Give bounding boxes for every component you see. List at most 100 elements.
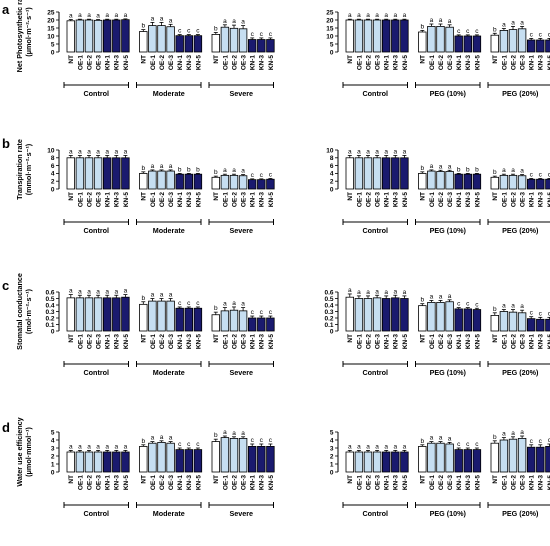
significance-letter: b <box>420 297 424 304</box>
significance-letter: c <box>178 28 182 35</box>
bar-moderate-kn-1 <box>175 449 184 473</box>
bar-peg-10--kn-5 <box>472 449 482 473</box>
group-label: Control <box>83 226 109 235</box>
bar-control-kn-5 <box>121 451 130 473</box>
bar-control-oe-2 <box>363 19 373 53</box>
bar-peg-20--nt <box>490 176 499 190</box>
category-label: OE-2 <box>510 475 517 491</box>
bar-peg-10--nt <box>418 305 427 332</box>
bar-moderate-oe-3 <box>166 300 175 332</box>
category-label: KN-3 <box>259 192 266 208</box>
category-label: OE-1 <box>222 334 229 350</box>
significance-letter: c <box>457 301 461 308</box>
significance-letter: a <box>69 148 73 155</box>
bar-control-oe-2 <box>84 157 94 190</box>
bar-moderate-oe-2 <box>157 300 166 332</box>
category-label: KN-5 <box>123 192 130 208</box>
category-label: NT <box>141 55 148 64</box>
category-label: OE-3 <box>447 55 454 71</box>
category-label: OE-3 <box>447 475 454 491</box>
bar-control-oe-1 <box>354 298 364 332</box>
significance-letter: c <box>539 310 543 317</box>
category-label: NT <box>347 475 354 484</box>
bar-moderate-oe-1 <box>148 300 157 332</box>
significance-letter: a <box>78 148 82 155</box>
y-tick-label: 0.1 <box>45 322 54 329</box>
significance-letter: a <box>124 288 128 295</box>
significance-letter: a <box>105 288 109 295</box>
bar-control-kn-5 <box>121 296 130 332</box>
category-label: KN-1 <box>529 334 536 350</box>
bar-control-nt <box>66 157 75 190</box>
significance-letter: a <box>502 21 506 28</box>
category-label: OE-2 <box>159 475 166 491</box>
significance-letter: a <box>375 288 379 295</box>
significance-letter: a <box>430 163 434 170</box>
category-label: OE-1 <box>429 334 436 350</box>
bar-peg-20--kn-1 <box>527 446 536 473</box>
bar-control-oe-1 <box>75 297 85 332</box>
category-label: KN-1 <box>250 192 257 208</box>
bar-peg-10--nt <box>418 445 427 473</box>
category-label: KN-1 <box>177 192 184 208</box>
significance-letter: a <box>151 15 155 22</box>
y-tick-label: 6 <box>330 163 334 170</box>
significance-letter: c <box>530 171 534 178</box>
y-tick-label: 3 <box>51 445 55 452</box>
group-label: Severe <box>229 368 253 377</box>
significance-letter: a <box>511 430 515 437</box>
category-label: NT <box>213 475 220 484</box>
category-label: KN-1 <box>384 192 391 208</box>
bar-control-oe-2 <box>84 297 94 332</box>
bar-peg-10--kn-1 <box>454 308 463 332</box>
significance-letter: a <box>78 443 82 450</box>
category-label: OE-1 <box>77 192 84 208</box>
bar-peg-10--nt <box>418 172 427 190</box>
significance-letter: a <box>384 12 388 19</box>
y-axis-label: Water use efficiency(μmol·mmol⁻¹) <box>15 417 33 486</box>
significance-letter: b <box>178 166 182 173</box>
significance-letter: a <box>520 429 524 436</box>
category-label: KN-3 <box>538 192 545 208</box>
significance-letter: a <box>223 18 227 25</box>
category-label: OE-3 <box>168 192 175 208</box>
group-label: PEG (10%) <box>430 226 467 235</box>
bar-control-kn-5 <box>400 19 409 53</box>
category-label: OE-3 <box>520 55 527 71</box>
group-label: PEG (10%) <box>430 509 467 518</box>
bar-severe-oe-1 <box>220 174 230 190</box>
significance-letter: a <box>511 303 515 310</box>
y-tick-label: 4 <box>51 437 55 444</box>
significance-letter: c <box>196 441 200 448</box>
bar-control-kn-5 <box>400 157 409 190</box>
significance-letter: a <box>439 435 443 442</box>
bar-control-oe-3 <box>372 451 382 473</box>
significance-letter: b <box>141 165 145 172</box>
category-label: KN-5 <box>547 192 550 208</box>
category-label: KN-5 <box>268 55 275 71</box>
bar-control-nt <box>345 157 354 190</box>
y-tick-label: 0.2 <box>45 315 54 322</box>
significance-letter: a <box>241 430 245 437</box>
bar-control-oe-2 <box>363 451 373 473</box>
bar-peg-10--oe-1 <box>427 301 436 332</box>
category-label: OE-3 <box>447 334 454 350</box>
category-label: OE-3 <box>375 55 382 71</box>
category-label: OE-1 <box>429 55 436 71</box>
significance-letter: a <box>105 443 109 450</box>
y-tick-label: 10 <box>326 147 334 154</box>
significance-letter: c <box>457 28 461 35</box>
significance-letter: a <box>439 17 443 24</box>
significance-letter: c <box>196 300 200 307</box>
bar-severe-kn-1 <box>247 445 257 473</box>
significance-letter: b <box>493 306 497 313</box>
category-label: OE-1 <box>429 192 436 208</box>
bar-peg-10--oe-3 <box>445 301 454 332</box>
category-label: KN-5 <box>474 475 481 491</box>
bar-control-kn-5 <box>121 19 130 53</box>
category-label: OE-2 <box>231 475 238 491</box>
category-label: OE-2 <box>438 475 445 491</box>
bar-peg-10--kn-3 <box>463 449 472 473</box>
bar-severe-kn-3 <box>257 39 266 53</box>
bar-severe-kn-5 <box>266 317 275 332</box>
